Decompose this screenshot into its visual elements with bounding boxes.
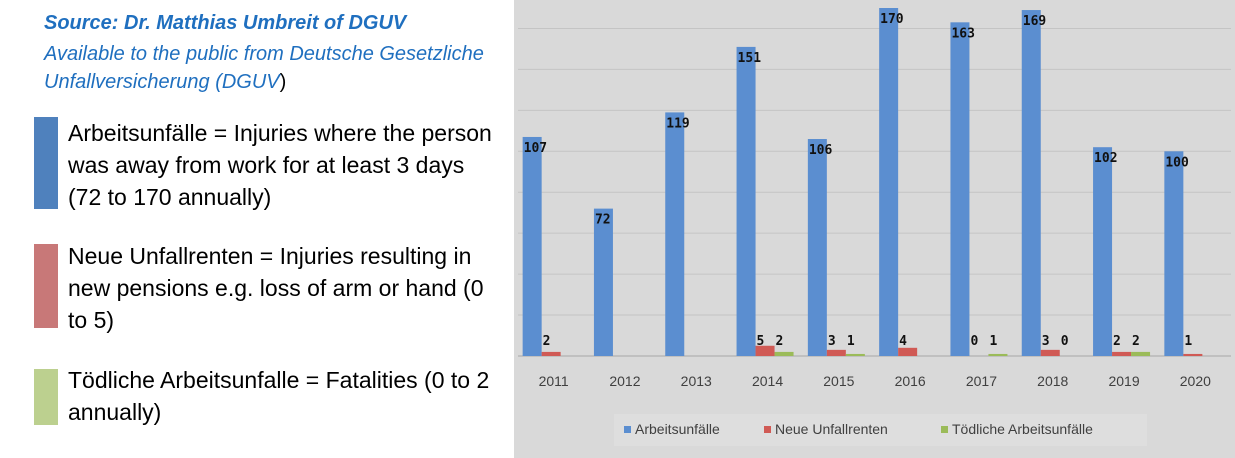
bar-Neue Unfallrenten-2019 <box>1112 351 1132 356</box>
data-label-Arbeitsunfälle-2018: 169 <box>1023 14 1046 29</box>
data-label-Arbeitsunfälle-2012: 72 <box>595 213 611 228</box>
bar-Tödliche Arbeitsunfälle-2014 <box>774 351 794 356</box>
x-tick-label: 2011 <box>539 373 569 389</box>
bar-Arbeitsunfälle-2017 <box>950 22 970 357</box>
data-label-Tödliche Arbeitsunfälle-2018: 0 <box>1061 334 1069 349</box>
bar-Arbeitsunfälle-2018 <box>1021 10 1041 357</box>
desc-toedliche: Tödliche Arbeitsunfalle = Fatalities (0 … <box>68 367 490 425</box>
data-label-Arbeitsunfälle-2011: 107 <box>524 141 547 156</box>
x-tick-label: 2013 <box>681 373 712 389</box>
bar-Neue Unfallrenten-2011 <box>541 351 561 356</box>
x-tick-label: 2020 <box>1180 373 1211 389</box>
legend-swatch-Arbeitsunfälle <box>624 426 631 433</box>
bar-Neue Unfallrenten-2020 <box>1183 353 1203 356</box>
bar-Arbeitsunfälle-2011 <box>522 136 542 356</box>
data-label-Arbeitsunfälle-2015: 106 <box>809 143 833 158</box>
data-label-Arbeitsunfälle-2014: 151 <box>738 51 762 66</box>
data-label-Arbeitsunfälle-2019: 102 <box>1094 151 1117 166</box>
legend-label-Neue Unfallrenten: Neue Unfallrenten <box>775 421 888 437</box>
data-label-Neue Unfallrenten-2020: 1 <box>1184 334 1192 349</box>
data-label-Arbeitsunfälle-2016: 170 <box>880 12 904 27</box>
desc-neue-unfallrenten: Neue Unfallrenten = Injuries resulting i… <box>68 243 484 333</box>
left-panel: Source: Dr. Matthias Umbreit of DGUV Ava… <box>0 0 505 458</box>
legend-box <box>614 414 1147 446</box>
data-label-Tödliche Arbeitsunfälle-2015: 1 <box>847 334 855 349</box>
data-label-Arbeitsunfälle-2013: 119 <box>666 116 689 131</box>
bar-Neue Unfallrenten-2015 <box>826 349 846 356</box>
data-label-Neue Unfallrenten-2016: 4 <box>899 334 907 349</box>
bar-Tödliche Arbeitsunfälle-2019 <box>1131 351 1151 356</box>
bar-Tödliche Arbeitsunfälle-2017 <box>988 353 1008 356</box>
data-label-Neue Unfallrenten-2019: 2 <box>1113 334 1121 349</box>
bar-Arbeitsunfälle-2020 <box>1164 151 1184 356</box>
legend-swatch-Neue Unfallrenten <box>764 426 771 433</box>
bar-Neue Unfallrenten-2018 <box>1040 349 1060 356</box>
bar-Tödliche Arbeitsunfälle-2015 <box>845 353 865 356</box>
data-label-Neue Unfallrenten-2018: 3 <box>1042 334 1050 349</box>
data-label-Tödliche Arbeitsunfälle-2019: 2 <box>1132 334 1140 349</box>
desc-arbeitsunfaelle: Arbeitsunfälle = Injuries where the pers… <box>68 120 492 210</box>
chart-area: 107 2 2011 72 2012 119 2013 151 5 2 2014 106 3 1 2015 1… <box>514 0 1235 458</box>
swatch-arbeitsunfaelle <box>34 117 58 209</box>
bar-Arbeitsunfälle-2012 <box>593 208 613 356</box>
x-tick-label: 2015 <box>823 373 854 389</box>
bar-Arbeitsunfälle-2015 <box>807 139 827 356</box>
chart-background <box>514 0 1235 458</box>
bar-Arbeitsunfälle-2014 <box>736 46 756 357</box>
bar-Neue Unfallrenten-2014 <box>755 345 775 356</box>
data-label-Tödliche Arbeitsunfälle-2014: 2 <box>776 334 784 349</box>
x-tick-label: 2018 <box>1037 373 1068 389</box>
data-label-Tödliche Arbeitsunfälle-2017: 1 <box>989 334 997 349</box>
data-label-Arbeitsunfälle-2017: 163 <box>951 26 974 41</box>
legend-swatch-Tödliche Arbeitsunfälle <box>941 426 948 433</box>
data-label-Neue Unfallrenten-2011: 2 <box>543 334 551 349</box>
x-tick-label: 2016 <box>895 373 926 389</box>
legend-label-Arbeitsunfälle: Arbeitsunfälle <box>635 421 720 437</box>
bar-Neue Unfallrenten-2016 <box>898 347 918 356</box>
closing-paren: ) <box>279 71 287 93</box>
data-label-Arbeitsunfälle-2020: 100 <box>1165 155 1189 170</box>
bar-Arbeitsunfälle-2013 <box>665 112 685 357</box>
availability-note: Available to the public from Deutsche Ge… <box>44 40 499 96</box>
bar-Arbeitsunfälle-2016 <box>879 8 899 356</box>
x-tick-label: 2019 <box>1108 373 1139 389</box>
data-label-Neue Unfallrenten-2015: 3 <box>828 334 836 349</box>
x-tick-label: 2017 <box>966 373 997 389</box>
availability-text: Available to the public from Deutsche Ge… <box>44 43 484 93</box>
x-tick-label: 2012 <box>609 373 640 389</box>
source-line: Source: Dr. Matthias Umbreit of DGUV <box>44 12 407 34</box>
swatch-toedliche <box>34 369 58 425</box>
data-label-Neue Unfallrenten-2017: 0 <box>970 334 978 349</box>
swatch-neue-unfallrenten <box>34 244 58 328</box>
x-tick-label: 2014 <box>752 373 783 389</box>
data-label-Neue Unfallrenten-2014: 5 <box>757 334 765 349</box>
legend-label-Tödliche Arbeitsunfälle: Tödliche Arbeitsunfälle <box>952 421 1093 437</box>
bar-Arbeitsunfälle-2019 <box>1093 147 1113 356</box>
